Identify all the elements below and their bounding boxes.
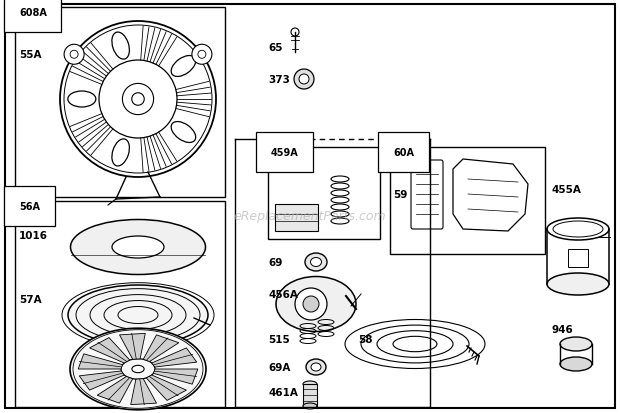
Ellipse shape — [112, 33, 130, 60]
Text: 69: 69 — [268, 257, 282, 267]
Ellipse shape — [305, 254, 327, 271]
Circle shape — [303, 296, 319, 312]
Bar — [568, 249, 588, 267]
Ellipse shape — [71, 220, 205, 275]
Bar — [268, 147, 380, 240]
Polygon shape — [131, 379, 156, 405]
Text: 455A: 455A — [552, 185, 582, 195]
Text: 1016: 1016 — [19, 230, 48, 240]
Bar — [303, 384, 317, 406]
Text: 459A: 459A — [271, 147, 299, 158]
Text: 56A: 56A — [19, 202, 40, 211]
Ellipse shape — [311, 363, 321, 371]
Ellipse shape — [303, 403, 317, 409]
Circle shape — [64, 45, 84, 65]
Circle shape — [295, 288, 327, 320]
Text: 946: 946 — [552, 324, 574, 334]
Text: 373: 373 — [268, 75, 290, 85]
FancyBboxPatch shape — [411, 161, 443, 230]
Text: 59: 59 — [393, 190, 407, 199]
Polygon shape — [79, 371, 124, 390]
Text: 69A: 69A — [268, 362, 290, 372]
Ellipse shape — [171, 122, 196, 143]
Ellipse shape — [560, 337, 592, 351]
Polygon shape — [78, 354, 123, 369]
Polygon shape — [453, 159, 528, 231]
Polygon shape — [146, 375, 187, 401]
Ellipse shape — [171, 57, 196, 77]
Circle shape — [192, 45, 212, 65]
Text: 60A: 60A — [393, 147, 414, 158]
Bar — [15, 8, 225, 197]
Polygon shape — [152, 348, 197, 367]
Polygon shape — [153, 369, 198, 384]
Polygon shape — [120, 334, 145, 359]
Ellipse shape — [68, 285, 208, 345]
Ellipse shape — [311, 258, 322, 267]
Text: 515: 515 — [268, 334, 290, 344]
Ellipse shape — [70, 328, 206, 410]
Bar — [390, 147, 545, 254]
Ellipse shape — [112, 236, 164, 259]
Bar — [275, 204, 318, 231]
Ellipse shape — [112, 140, 130, 166]
Polygon shape — [97, 377, 133, 403]
Ellipse shape — [306, 359, 326, 375]
Ellipse shape — [547, 218, 609, 240]
Ellipse shape — [68, 92, 96, 108]
Polygon shape — [89, 338, 130, 363]
Text: eReplacementParts.com: eReplacementParts.com — [234, 210, 386, 223]
Text: 58: 58 — [358, 334, 373, 344]
Ellipse shape — [303, 381, 317, 387]
Circle shape — [299, 75, 309, 85]
Circle shape — [132, 93, 144, 106]
Text: 608A: 608A — [19, 8, 47, 18]
Text: 461A: 461A — [268, 387, 298, 397]
Ellipse shape — [132, 366, 144, 373]
Text: 57A: 57A — [19, 294, 42, 304]
Polygon shape — [143, 335, 179, 362]
Circle shape — [294, 70, 314, 90]
Bar — [15, 202, 225, 407]
Ellipse shape — [547, 273, 609, 295]
Ellipse shape — [560, 357, 592, 371]
Text: 65: 65 — [268, 43, 283, 53]
Ellipse shape — [276, 277, 356, 332]
Text: 55A: 55A — [19, 50, 42, 60]
Text: 456A: 456A — [268, 289, 298, 299]
